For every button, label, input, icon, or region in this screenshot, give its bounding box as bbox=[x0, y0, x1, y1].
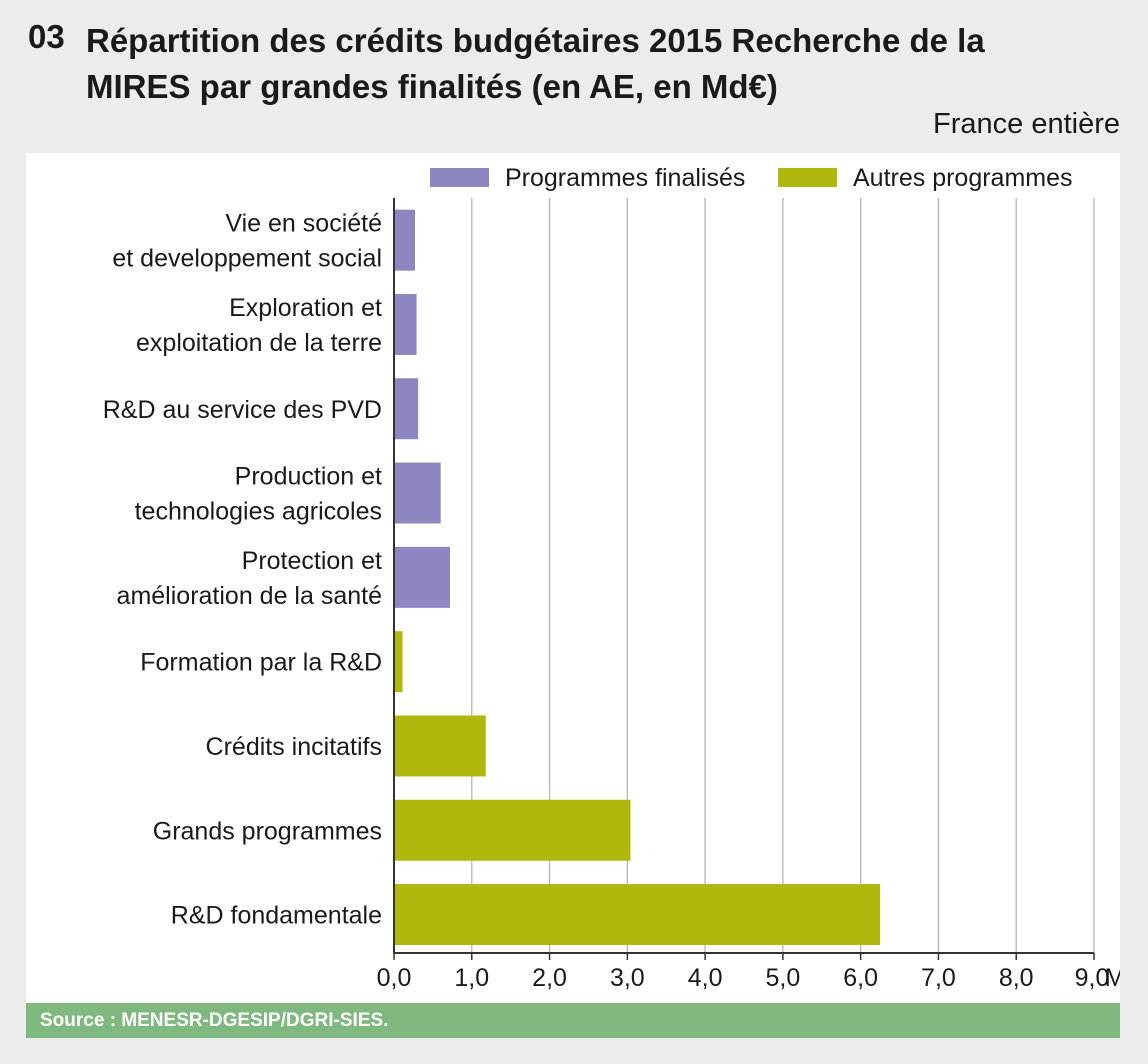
chart-panel: Vie en société et developpement social Exp… bbox=[26, 153, 1148, 1003]
bar bbox=[394, 884, 881, 946]
legend-label: Autres programmes bbox=[853, 164, 1073, 192]
x-tick-label: 4,0 bbox=[688, 964, 723, 992]
category-label: Crédits incitatifs bbox=[206, 733, 382, 761]
category-label: et developpement social bbox=[112, 245, 382, 273]
x-tick-label: 0,0 bbox=[377, 964, 412, 992]
figure-title: Répartition des crédits budgétaires 2015… bbox=[86, 22, 985, 105]
category-label: Protection et bbox=[242, 547, 382, 575]
bar bbox=[394, 799, 631, 861]
category-label: technologies agricoles bbox=[135, 498, 382, 526]
category-label: Exploration et bbox=[229, 294, 382, 322]
category-label: Vie en société bbox=[225, 210, 382, 238]
x-tick-label: 7,0 bbox=[921, 964, 956, 992]
category-label: amélioration de la santé bbox=[117, 582, 382, 610]
x-axis-unit: Md€ bbox=[1105, 964, 1120, 992]
figure-number: 03 bbox=[28, 18, 65, 55]
x-tick-label: 1,0 bbox=[454, 964, 489, 992]
bar bbox=[394, 715, 486, 777]
legend-label: Programmes finalisés bbox=[505, 164, 745, 192]
bar bbox=[394, 209, 415, 271]
x-tick-label: 9,0 bbox=[1075, 964, 1110, 992]
x-tick-label: 8,0 bbox=[999, 964, 1034, 992]
category-label: Formation par la R&D bbox=[140, 649, 382, 677]
bar-chart: Vie en société et developpement social Exp… bbox=[103, 164, 1148, 992]
category-label: R&D fondamentale bbox=[171, 902, 382, 930]
legend-swatch bbox=[430, 168, 489, 187]
category-label: Production et bbox=[235, 463, 382, 491]
x-tick-label: 5,0 bbox=[766, 964, 801, 992]
x-tick-label: 6,0 bbox=[843, 964, 878, 992]
bar bbox=[394, 631, 403, 693]
scope-label: France entière bbox=[933, 108, 1120, 140]
category-label: exploitation de la terre bbox=[136, 329, 382, 357]
bar bbox=[394, 546, 450, 608]
x-tick-label: 2,0 bbox=[532, 964, 567, 992]
bar bbox=[394, 378, 419, 440]
category-label: R&D au service des PVD bbox=[103, 396, 382, 424]
bar bbox=[394, 462, 441, 524]
category-label: Grands programmes bbox=[153, 817, 382, 845]
source-note: Source : MENESR-DGESIP/DGRI-SIES. bbox=[26, 1003, 1120, 1038]
x-tick-label: 3,0 bbox=[610, 964, 645, 992]
bar bbox=[394, 293, 417, 355]
legend-swatch bbox=[778, 168, 837, 187]
